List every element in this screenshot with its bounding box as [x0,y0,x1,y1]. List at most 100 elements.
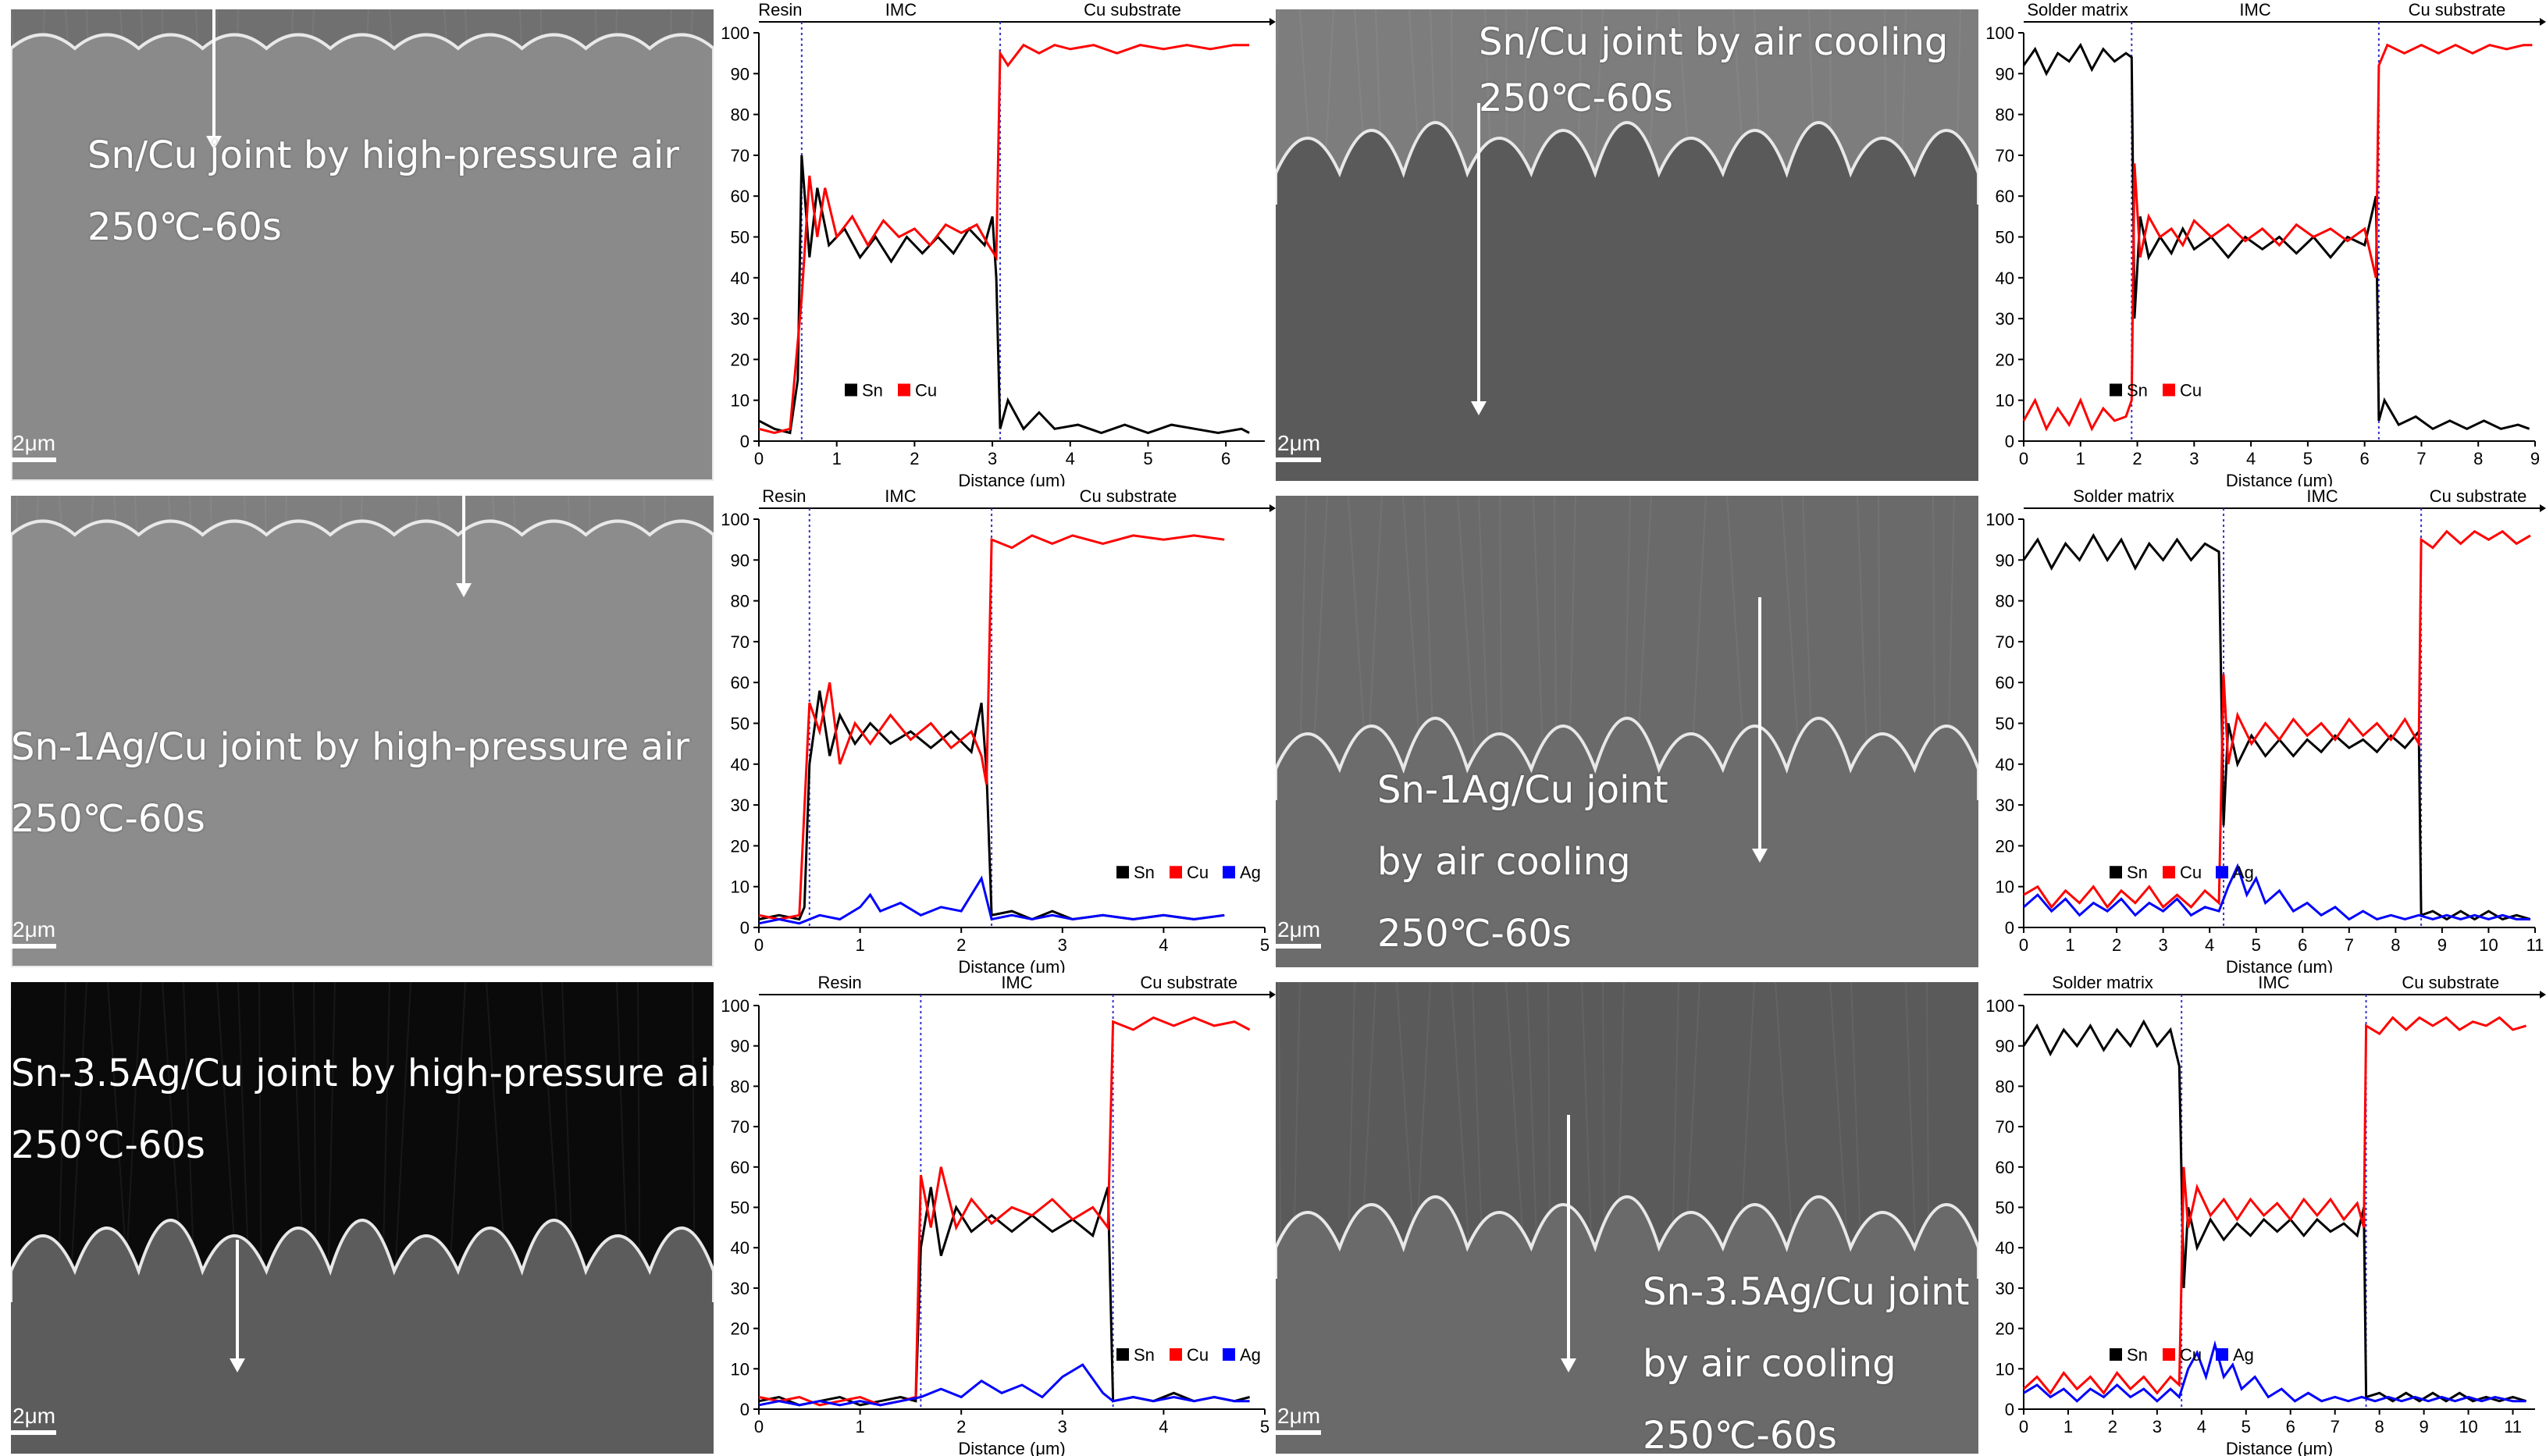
region-label: IMC [2306,486,2338,506]
region-bar-arrow [2540,18,2546,26]
legend-label-sn: Sn [2127,380,2148,400]
scale-bar-label: 2μm [1277,1404,1321,1428]
y-tick-label: 90 [731,64,750,84]
series-line-ag [758,1363,1250,1407]
x-tick-label: 5 [2252,935,2261,955]
x-tick-label: 3 [1058,935,1067,955]
legend-label-ag: Ag [1240,1345,1261,1365]
y-tick-label: 30 [1996,1279,2014,1298]
y-tick-label: 0 [2005,918,2014,938]
region-label: Resin [762,486,806,506]
y-tick-label: 90 [1996,550,2014,570]
line-scan-chart-sn35ag-cu-high-pressure-air: 0 10 20 30 40 50 60 70 80 90 100 0 1 2 3 4 5 Distance (μm… [714,973,1276,1456]
region-label: Solder matrix [2052,973,2153,992]
x-tick-label: 8 [2391,935,2400,955]
y-tick-label: 60 [1996,673,2014,692]
legend-swatch-cu [2163,1347,2175,1361]
y-tick-label: 50 [731,1198,750,1218]
y-tick-label: 20 [1996,836,2014,856]
y-tick-label: 100 [1985,996,2014,1016]
line-scan-arrow-head [1471,401,1487,415]
chart-svg: 0 10 20 30 40 50 60 70 80 90 100 0 1 2 3 4 5 6 7 8 9 10 11 Dist… [1985,973,2546,1456]
region-label: Resin [758,0,802,20]
x-tick-label: 1 [2076,449,2085,468]
y-tick-label: 40 [731,1238,750,1258]
y-tick-label: 70 [731,146,750,166]
cu-substrate-region [1276,205,1978,481]
region-label: IMC [885,486,916,506]
y-tick-label: 80 [731,105,750,125]
line-scan-arrow-head [230,1358,245,1372]
x-tick-label: 0 [2019,449,2028,468]
sem-caption-line: Sn/Cu joint by high-pressure air [87,133,679,177]
x-tick-label: 0 [754,1417,764,1436]
sem-caption-line: 250℃-60s [1377,912,1572,956]
legend-swatch-ag [2216,1347,2228,1361]
legend-swatch-ag [1223,1347,1235,1361]
x-tick-label: 4 [2246,449,2256,468]
sem-caption-line: 250℃-60s [87,205,282,249]
legend-swatch-cu [2163,866,2175,879]
y-tick-label: 40 [731,269,750,288]
y-tick-label: 100 [721,996,750,1016]
x-tick-label: 10 [2479,935,2498,955]
y-tick-label: 70 [731,632,750,652]
sem-caption-line: 250℃-60s [11,1123,205,1167]
imc-scallop-layer [11,33,714,481]
sem-caption-line: Sn-3.5Ag/Cu joint [1643,1270,1970,1314]
scale-bar-label: 2μm [1277,431,1321,455]
legend-label-cu: Cu [2180,1345,2202,1365]
sem-micrograph [1276,9,1978,481]
legend-swatch-cu [2163,383,2175,397]
legend-label-ag: Ag [2233,863,2254,882]
y-tick-label: 90 [1996,1037,2014,1056]
series-line-cu [2022,43,2533,432]
legend-label-sn: Sn [2127,1345,2148,1365]
x-tick-label: 1 [2065,935,2074,955]
legend-label-cu: Cu [2180,863,2202,882]
scale-bar [11,457,56,462]
x-tick-label: 3 [2153,1417,2162,1436]
series-line-ag [2023,1340,2526,1403]
y-tick-label: 60 [731,1158,750,1177]
x-tick-label: 1 [855,935,864,955]
x-tick-label: 2 [2132,449,2142,468]
legend-swatch-cu [1170,866,1182,879]
x-tick-label: 8 [2473,449,2483,468]
line-scan-arrow-head [1752,849,1768,863]
y-tick-label: 40 [731,755,750,774]
sem-image-sn-cu-air-cooling: 2μm Sn/Cu joint by air cooling 250℃-60s [1276,9,1978,481]
scale-bar [11,1430,56,1435]
series-line-cu [2022,1016,2527,1395]
x-tick-label: 4 [1159,935,1168,955]
x-tick-label: 7 [2345,935,2354,955]
y-tick-label: 90 [1996,64,2014,84]
x-tick-label: 3 [1058,1417,1067,1436]
y-tick-label: 60 [1996,1158,2014,1177]
x-tick-label: 2 [2112,935,2121,955]
y-tick-label: 60 [1996,187,2014,206]
x-tick-label: 1 [2064,1417,2073,1436]
x-tick-label: 3 [988,449,997,468]
legend-label-cu: Cu [1187,1345,1209,1365]
y-tick-label: 50 [1996,714,2014,734]
sem-caption-line: Sn-1Ag/Cu joint [1377,768,1668,812]
y-tick-label: 10 [731,878,750,897]
x-tick-label: 6 [2298,935,2307,955]
sem-caption-line: 250℃-60s [11,797,205,841]
x-tick-label: 6 [1221,449,1230,468]
sem-image-sn35ag-cu-air-cooling: 2μm Sn-3.5Ag/Cu joint by air cooling 250℃-6… [1276,982,1978,1454]
y-tick-label: 50 [1996,1198,2014,1218]
region-bar-arrow [1269,991,1276,999]
y-tick-label: 0 [740,1400,750,1419]
x-tick-label: 5 [1260,935,1269,955]
y-tick-label: 60 [731,187,750,206]
sem-micrograph [1276,496,1978,967]
sem-micrograph [11,982,714,1454]
series-line-ag [758,875,1225,925]
legend-label-sn: Sn [1134,863,1155,882]
x-tick-label: 7 [2416,449,2426,468]
y-tick-label: 100 [721,23,750,43]
x-tick-label: 11 [2526,935,2544,955]
